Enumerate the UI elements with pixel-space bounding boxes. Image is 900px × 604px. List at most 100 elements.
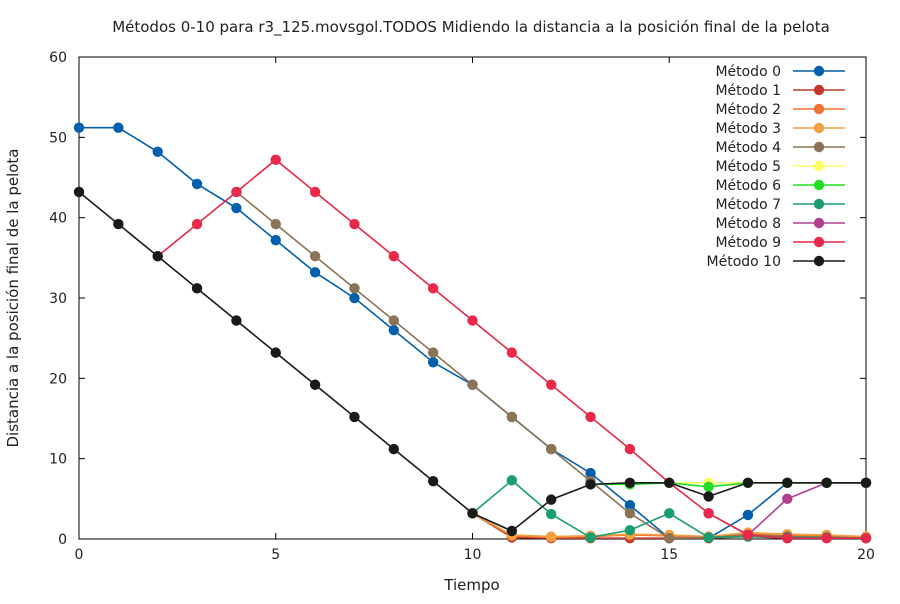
data-point: [349, 283, 360, 294]
legend-marker: [813, 141, 825, 153]
data-point: [73, 122, 85, 133]
data-point: [152, 146, 163, 157]
data-point: [309, 267, 321, 278]
legend-marker: [813, 255, 825, 267]
data-point: [506, 347, 518, 358]
data-point: [624, 500, 636, 511]
data-point: [585, 411, 596, 423]
data-point: [506, 525, 518, 537]
y-tick-label: 60: [49, 50, 67, 66]
data-point: [624, 443, 636, 455]
data-point: [427, 357, 439, 368]
data-point: [73, 186, 85, 198]
data-point: [860, 532, 872, 544]
data-point: [782, 477, 793, 488]
legend-marker: [813, 103, 825, 115]
data-point: [309, 251, 321, 262]
x-tick-label: 15: [660, 547, 678, 563]
legend-label: Método 6: [715, 178, 781, 194]
data-point: [388, 251, 399, 262]
data-point: [349, 411, 360, 423]
data-point: [664, 532, 675, 544]
y-tick-label: 30: [49, 291, 67, 307]
data-point: [349, 292, 360, 304]
data-point: [191, 218, 203, 230]
data-point: [231, 315, 242, 326]
data-point: [742, 529, 754, 541]
data-point: [624, 477, 636, 488]
data-point: [782, 493, 793, 505]
data-point: [467, 508, 478, 519]
chart-title: Métodos 0-10 para r3_125.movsgol.TODOS M…: [112, 18, 830, 37]
data-point: [546, 494, 557, 505]
y-tick-label: 10: [49, 452, 67, 468]
data-point: [624, 524, 636, 536]
x-tick-label: 5: [271, 547, 280, 563]
data-point: [270, 234, 281, 246]
x-tick-label: 20: [857, 547, 875, 563]
data-point: [703, 532, 714, 543]
data-point: [309, 186, 321, 198]
data-point: [624, 508, 636, 519]
data-point: [270, 347, 281, 358]
data-point: [427, 475, 439, 487]
legend-label: Método 1: [715, 83, 781, 99]
data-point: [821, 532, 832, 544]
data-point: [506, 411, 518, 423]
legend-marker: [813, 179, 825, 191]
data-point: [388, 315, 399, 326]
data-point: [703, 481, 714, 492]
legend-marker: [813, 198, 825, 210]
legend-marker: [813, 65, 825, 77]
legend-label: Método 8: [715, 216, 781, 232]
data-point: [664, 477, 675, 488]
data-point: [703, 491, 714, 502]
legend-label: Método 2: [715, 102, 781, 118]
legend-marker: [813, 217, 825, 229]
data-point: [546, 531, 557, 542]
legend-marker: [813, 122, 825, 134]
data-point: [467, 379, 478, 390]
data-point: [742, 509, 754, 521]
data-point: [427, 283, 439, 294]
legend-marker: [813, 236, 825, 248]
y-tick-label: 40: [49, 211, 67, 227]
data-point: [309, 379, 321, 390]
legend-label: Método 0: [715, 64, 781, 80]
data-point: [191, 178, 203, 190]
data-point: [270, 154, 281, 166]
y-tick-label: 0: [58, 532, 67, 548]
data-point: [152, 251, 163, 262]
legend-label: Método 7: [715, 197, 781, 213]
data-point: [742, 477, 754, 488]
data-point: [231, 186, 242, 198]
data-point: [191, 283, 203, 294]
data-point: [703, 508, 714, 519]
legend-marker: [813, 160, 825, 172]
data-point: [506, 475, 518, 486]
legend-label: Método 3: [715, 121, 781, 137]
data-point: [388, 443, 399, 455]
data-point: [546, 443, 557, 455]
y-tick-label: 50: [49, 130, 67, 146]
data-point: [821, 477, 832, 488]
y-axis-label: Distancia a la posición final de la pelo…: [4, 148, 22, 447]
data-point: [585, 479, 596, 490]
legend-label: Método 4: [715, 140, 781, 156]
data-point: [349, 218, 360, 230]
data-point: [860, 477, 872, 488]
series-10: [73, 186, 872, 537]
legend-marker: [813, 84, 825, 96]
y-tick-label: 20: [49, 371, 67, 387]
data-point: [585, 532, 596, 543]
data-point: [546, 379, 557, 390]
data-point: [231, 202, 242, 214]
data-point: [585, 467, 596, 479]
data-point: [664, 508, 675, 519]
data-point: [427, 347, 439, 358]
data-point: [270, 218, 281, 230]
legend-label: Método 9: [715, 235, 781, 251]
x-axis-label: Tiempo: [443, 576, 499, 594]
